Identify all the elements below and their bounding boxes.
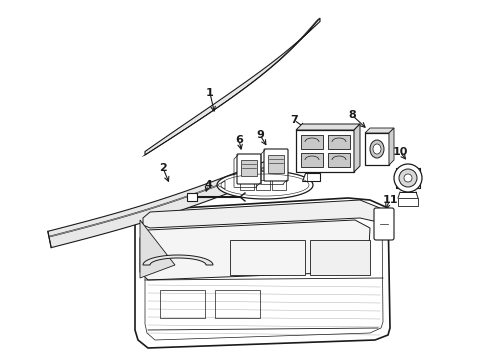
FancyBboxPatch shape [264, 149, 287, 181]
Bar [295, 130, 353, 172]
Polygon shape [140, 220, 369, 280]
Polygon shape [295, 124, 359, 130]
Bar [364, 133, 388, 165]
Bar [160, 290, 204, 318]
Bar [395, 168, 419, 188]
Ellipse shape [372, 144, 380, 154]
Polygon shape [140, 220, 175, 278]
FancyBboxPatch shape [373, 208, 393, 240]
Text: 11: 11 [382, 195, 397, 205]
Polygon shape [388, 128, 393, 165]
Text: 5: 5 [252, 167, 259, 177]
Bar [271, 180, 285, 190]
Polygon shape [48, 156, 281, 248]
Bar [240, 180, 253, 190]
Bar [256, 180, 269, 190]
FancyBboxPatch shape [237, 154, 261, 184]
Text: 7: 7 [289, 115, 297, 125]
Text: 9: 9 [256, 130, 264, 140]
Text: 8: 8 [347, 110, 355, 120]
Polygon shape [217, 171, 312, 199]
Polygon shape [145, 18, 319, 155]
Ellipse shape [369, 140, 383, 158]
Circle shape [398, 169, 416, 187]
Bar [215, 290, 260, 318]
Text: 6: 6 [235, 135, 243, 145]
Bar [301, 135, 323, 149]
Bar [229, 240, 305, 275]
Text: 2: 2 [159, 163, 166, 173]
Polygon shape [217, 181, 224, 189]
Text: 3: 3 [305, 160, 313, 170]
Circle shape [403, 174, 411, 182]
Polygon shape [142, 255, 213, 265]
Polygon shape [135, 198, 389, 348]
Bar [186, 193, 197, 201]
Polygon shape [353, 124, 359, 172]
Bar [241, 160, 257, 176]
Polygon shape [364, 128, 393, 133]
Bar [327, 135, 349, 149]
Polygon shape [302, 173, 319, 181]
Bar [397, 198, 417, 206]
Bar [301, 153, 323, 167]
Text: 10: 10 [391, 147, 407, 157]
Text: 1: 1 [206, 88, 213, 98]
Polygon shape [142, 200, 379, 228]
Text: 4: 4 [203, 180, 211, 190]
Bar [327, 153, 349, 167]
Bar [267, 155, 284, 173]
Bar [309, 240, 369, 275]
Circle shape [393, 164, 421, 192]
